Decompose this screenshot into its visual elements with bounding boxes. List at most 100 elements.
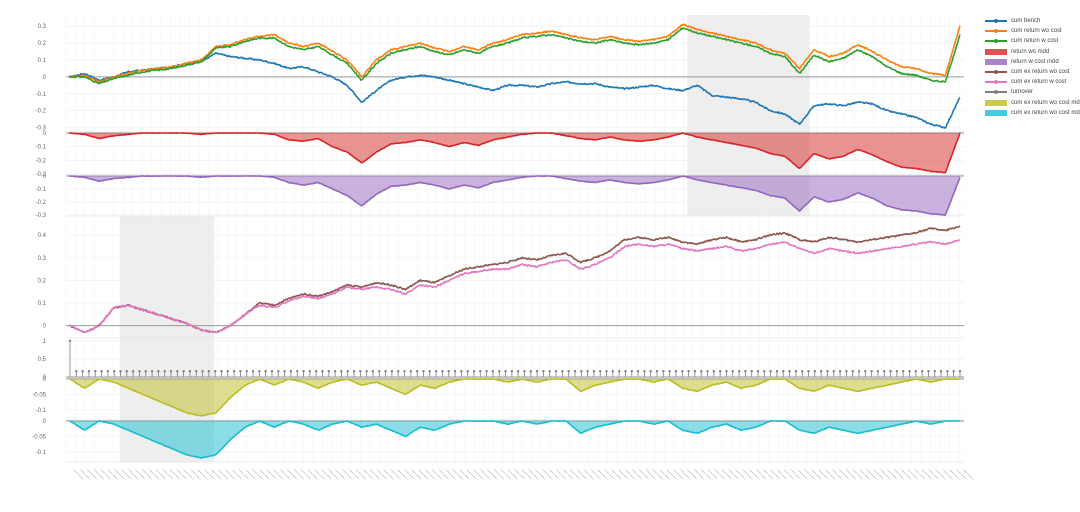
series-point xyxy=(348,152,351,155)
series-point xyxy=(514,259,517,262)
series-point xyxy=(241,56,244,59)
series-point xyxy=(407,75,410,78)
series-point xyxy=(906,245,909,247)
series-point xyxy=(473,51,475,54)
series-point xyxy=(680,247,683,250)
series-point xyxy=(722,34,725,37)
series-point xyxy=(247,311,250,314)
series-point xyxy=(360,288,362,291)
series-point xyxy=(419,181,422,184)
series-point xyxy=(692,389,695,392)
series-point xyxy=(473,48,475,50)
turnover-point xyxy=(807,370,810,373)
turnover-point xyxy=(687,370,690,373)
series-point xyxy=(562,378,564,380)
series-point xyxy=(698,136,701,139)
series-point xyxy=(799,247,802,250)
legend-item[interactable]: cum ex return w cost xyxy=(985,77,1080,87)
series-point xyxy=(918,420,921,423)
series-point xyxy=(627,181,630,184)
series-point xyxy=(906,167,909,169)
series-point xyxy=(181,175,184,178)
series-point xyxy=(336,78,339,81)
turnover-point xyxy=(870,370,873,373)
turnover-point xyxy=(346,370,349,373)
series-point xyxy=(704,248,707,250)
series-point xyxy=(758,103,760,106)
series-point xyxy=(870,238,873,241)
series-point xyxy=(80,385,83,388)
series-point xyxy=(104,79,107,82)
legend-item[interactable]: return w cost mdd xyxy=(985,57,1080,67)
series-point xyxy=(98,180,101,182)
series-point xyxy=(865,388,867,391)
turnover-point xyxy=(927,370,930,373)
turnover-point xyxy=(296,370,299,373)
series-point xyxy=(443,50,446,52)
series-point xyxy=(639,182,642,185)
series-point xyxy=(211,454,214,457)
series-point xyxy=(467,420,469,423)
legend-item[interactable]: cum ex return wo cost mdd xyxy=(985,108,1080,118)
series-point xyxy=(704,89,707,92)
series-point xyxy=(461,184,463,187)
series-point xyxy=(122,76,125,78)
series-point xyxy=(859,431,861,434)
series-point xyxy=(942,420,945,423)
series-point xyxy=(86,427,89,429)
series-point xyxy=(615,137,618,140)
series-point xyxy=(912,115,915,118)
legend-swatch xyxy=(985,79,1007,85)
turnover-point xyxy=(144,370,147,373)
series-point xyxy=(377,382,380,385)
series-line-cum-bench xyxy=(69,52,961,129)
series-point xyxy=(199,328,202,331)
series-point xyxy=(294,182,297,185)
series-point xyxy=(526,421,529,423)
turnover-point xyxy=(573,370,577,373)
series-point xyxy=(271,62,273,64)
legend-item[interactable]: cum bench xyxy=(985,16,1080,26)
legend-item[interactable]: cum ex return wo cost mdd xyxy=(985,98,1080,108)
series-point xyxy=(235,175,238,177)
series-point xyxy=(865,53,867,56)
series-point xyxy=(716,139,719,142)
series-point xyxy=(336,422,339,425)
series-point xyxy=(579,261,582,264)
series-point xyxy=(413,46,416,49)
series-point xyxy=(484,378,487,380)
series-point xyxy=(300,45,303,48)
series-point xyxy=(152,397,155,400)
series-point xyxy=(419,45,422,48)
series-point xyxy=(176,175,178,177)
series-point xyxy=(514,39,517,41)
series-point xyxy=(526,379,529,381)
series-point xyxy=(271,176,273,179)
series-point xyxy=(449,380,452,383)
series-point xyxy=(906,209,909,212)
series-point xyxy=(674,29,677,32)
series-point xyxy=(199,414,202,417)
legend-item[interactable]: return wo mdd xyxy=(985,47,1080,57)
series-point xyxy=(152,175,155,178)
series-point xyxy=(817,197,820,200)
series-point xyxy=(680,241,683,244)
series-point xyxy=(734,385,737,387)
series-point xyxy=(882,237,885,240)
series-point xyxy=(312,182,315,185)
y-tick-label: 0.1 xyxy=(38,301,47,307)
series-point xyxy=(437,47,440,50)
series-point xyxy=(473,185,475,188)
legend-item[interactable]: turnover xyxy=(985,87,1080,97)
y-tick-label: 0 xyxy=(43,419,47,425)
series-point xyxy=(478,52,481,55)
turnover-point xyxy=(838,370,842,373)
legend-label: turnover xyxy=(1011,89,1034,96)
turnover-point xyxy=(769,370,772,373)
legend-item[interactable]: cum ex return wo cost xyxy=(985,67,1080,77)
series-point xyxy=(882,107,885,110)
series-point xyxy=(461,82,463,84)
turnover-point xyxy=(725,370,728,373)
legend-item[interactable]: cum return wo cost xyxy=(985,26,1080,36)
legend-item[interactable]: cum return w cost xyxy=(985,36,1080,46)
